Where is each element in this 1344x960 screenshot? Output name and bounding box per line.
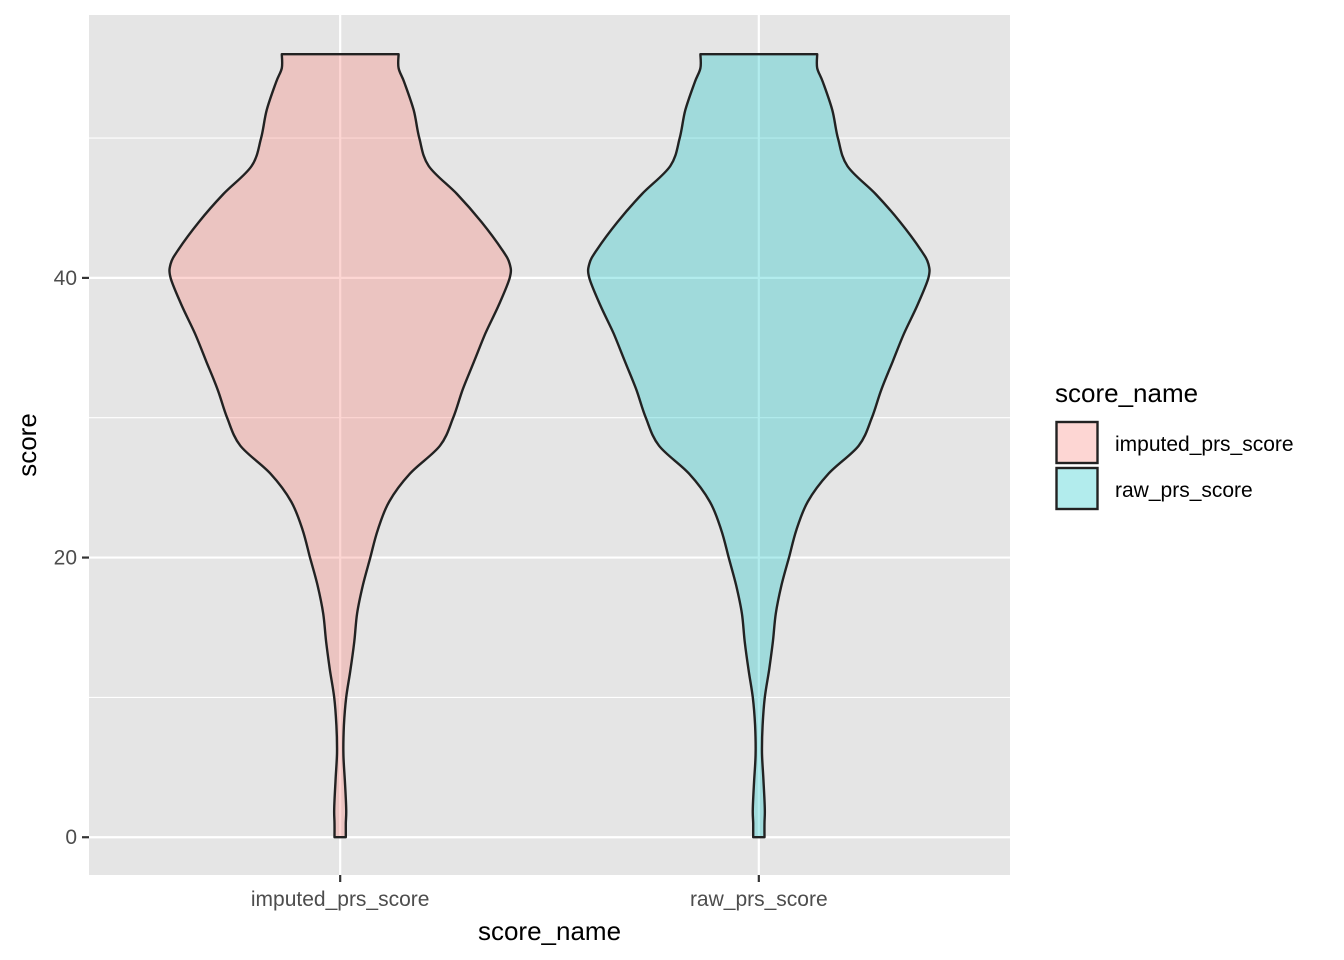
x-axis-title: score_name	[478, 916, 621, 946]
x-axis: imputed_prs_score raw_prs_score	[251, 875, 828, 911]
legend-title: score_name	[1055, 378, 1198, 408]
legend: score_name imputed_prs_score raw_prs_scor…	[1055, 378, 1294, 511]
violin-raw-prs-score	[586, 53, 931, 839]
y-axis: 0 20 40	[54, 267, 89, 849]
violin-imputed-prs-score	[168, 53, 513, 839]
x-tick-label: raw_prs_score	[690, 888, 828, 911]
legend-key-background	[1055, 467, 1099, 510]
y-tick-label: 0	[65, 826, 77, 849]
legend-key-background	[1055, 421, 1099, 464]
legend-label: imputed_prs_score	[1115, 433, 1294, 456]
y-axis-title: score	[12, 413, 42, 477]
plot-panel	[89, 15, 1010, 875]
grid-lines	[89, 15, 1010, 875]
legend-keys: imputed_prs_score raw_prs_score	[1055, 420, 1294, 511]
x-tick-label: imputed_prs_score	[251, 888, 430, 911]
legend-label: raw_prs_score	[1115, 479, 1253, 502]
violins	[168, 53, 931, 839]
legend-key-swatch	[1055, 466, 1099, 511]
legend-key-swatch	[1055, 420, 1099, 465]
y-tick-label: 40	[54, 267, 77, 290]
y-tick-label: 20	[54, 547, 77, 570]
